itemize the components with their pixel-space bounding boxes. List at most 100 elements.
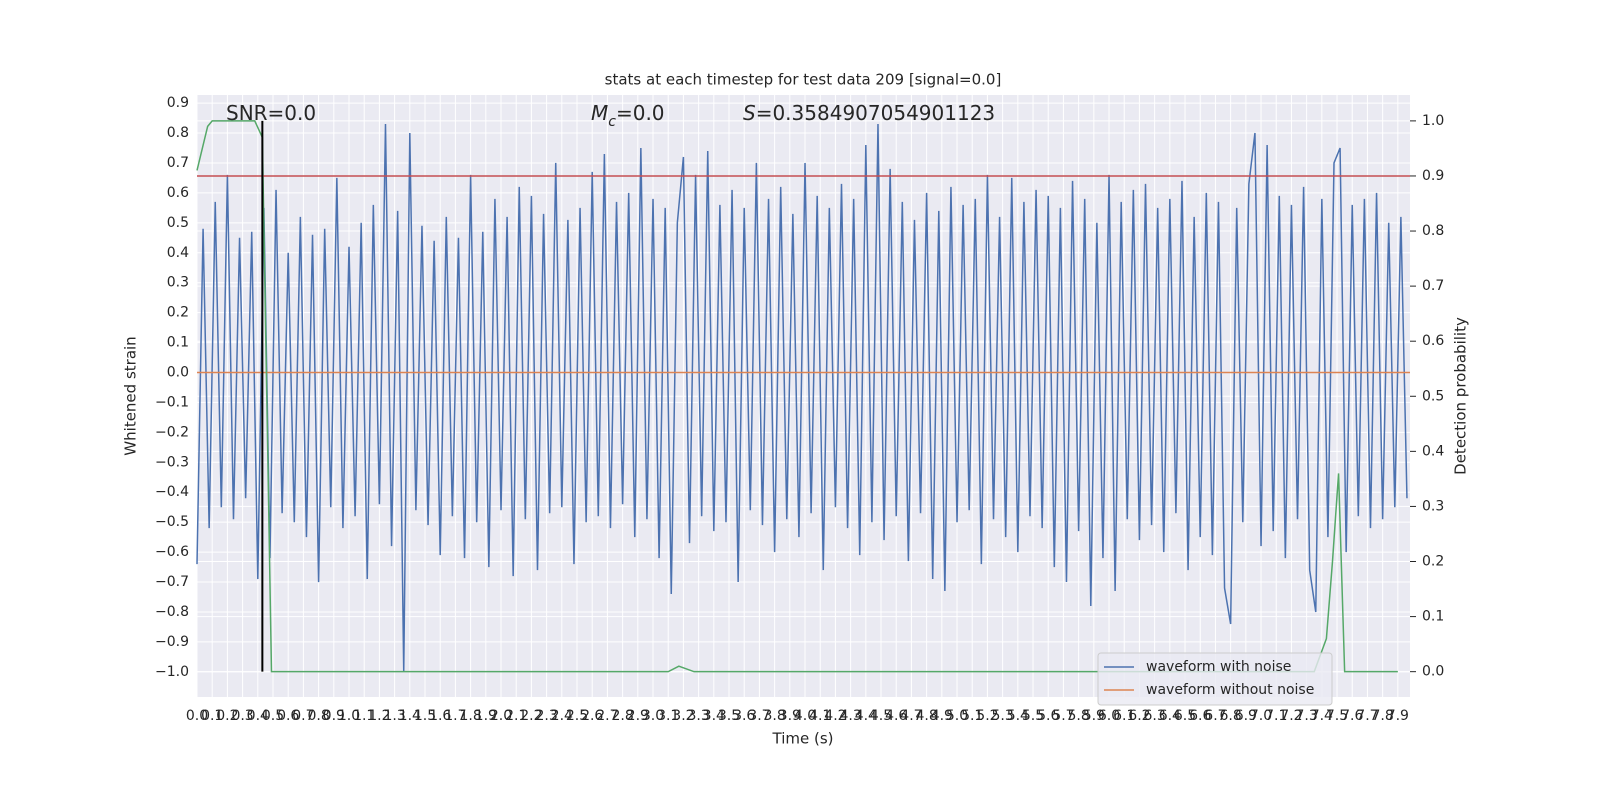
x-tick-label: 2.8 [611, 708, 633, 724]
x-tick-label: 1.0 [338, 708, 360, 724]
x-tick-label: 6.1 [1113, 708, 1135, 724]
x-tick-label: 2.7 [596, 708, 618, 724]
x-tick-label: 3.4 [703, 708, 725, 724]
y-tick-label: −0.1 [155, 394, 189, 410]
x-tick-label: 2.0 [490, 708, 512, 724]
x-tick-label: 6.2 [1128, 708, 1150, 724]
y-tick-label: −0.5 [155, 514, 189, 530]
x-tick-label: 6.7 [1204, 708, 1226, 724]
x-tick-label: 0.6 [277, 708, 299, 724]
x-tick-label: 1.4 [399, 708, 421, 724]
y-axis-label: Whitened strain [122, 336, 140, 455]
x-tick-label: 5.3 [991, 708, 1013, 724]
annotation-part: M [591, 101, 608, 125]
x-tick-label: 6.4 [1159, 708, 1181, 724]
y-tick-label: 0.6 [167, 185, 189, 201]
y-tick-label: 0.4 [167, 245, 189, 261]
x-tick-label: 5.2 [976, 708, 998, 724]
x-tick-label: 2.1 [505, 708, 527, 724]
x-tick-label: 4.6 [885, 708, 907, 724]
y-tick-label: −1.0 [155, 664, 189, 680]
series-line [196, 120, 1398, 673]
x-tick-label: 0.7 [292, 708, 314, 724]
x-tick-label: 5.7 [1052, 708, 1074, 724]
y-tick-label: 0.9 [167, 95, 189, 111]
annotation: Mc=0.0 [591, 101, 665, 131]
chart-title: stats at each timestep for test data 209… [605, 71, 1002, 89]
x-tick-label: 0.2 [216, 708, 238, 724]
x-tick-label: 4.8 [915, 708, 937, 724]
y-tick-label: 0.7 [167, 155, 189, 171]
x-tick-label: 3.2 [672, 708, 694, 724]
x-tick-label: 7.4 [1311, 708, 1333, 724]
x-tick-label: 4.5 [870, 708, 892, 724]
x-tick-label: 6.0 [1098, 708, 1120, 724]
x-tick-label: 0.9 [323, 708, 345, 724]
y2-tick-label: 0.1 [1422, 609, 1444, 625]
y-tick-label: −0.3 [155, 454, 189, 470]
x-tick-label: 1.1 [353, 708, 375, 724]
x-tick-label: 7.8 [1372, 708, 1394, 724]
x-tick-label: 5.1 [961, 708, 983, 724]
x-tick-label: 4.0 [794, 708, 816, 724]
legend-label: waveform with noise [1146, 659, 1291, 675]
annotation-part: SNR=0.0 [226, 101, 316, 125]
x-tick-label: 1.9 [475, 708, 497, 724]
x-tick-label: 7.9 [1387, 708, 1409, 724]
x-tick-label: 3.5 [718, 708, 740, 724]
legend-label: waveform without noise [1146, 682, 1314, 698]
x-tick-label: 5.4 [1007, 708, 1029, 724]
y-tick-label: 0.2 [167, 305, 189, 321]
x-tick-label: 4.4 [855, 708, 877, 724]
x-tick-label: 1.8 [459, 708, 481, 724]
x-tick-label: 0.5 [262, 708, 284, 724]
x-tick-label: 7.1 [1265, 708, 1287, 724]
y-tick-label: 0.5 [167, 215, 189, 231]
x-tick-label: 4.7 [900, 708, 922, 724]
y-tick-label: −0.7 [155, 574, 189, 590]
y2-tick-label: 0.8 [1422, 223, 1444, 239]
y2-tick-label: 0.0 [1422, 664, 1444, 680]
x-tick-label: 0.8 [307, 708, 329, 724]
x-tick-label: 3.8 [763, 708, 785, 724]
x-tick-label: 0.3 [231, 708, 253, 724]
x-tick-label: 6.8 [1220, 708, 1242, 724]
y2-tick-label: 0.7 [1422, 278, 1444, 294]
x-tick-label: 4.3 [839, 708, 861, 724]
x-tick-label: 3.7 [748, 708, 770, 724]
series-line [196, 124, 1408, 672]
x-tick-label: 3.0 [642, 708, 664, 724]
x-tick-label: 6.5 [1174, 708, 1196, 724]
x-tick-label: 5.6 [1037, 708, 1059, 724]
y-tick-label: −0.4 [155, 484, 189, 500]
x-tick-label: 7.7 [1356, 708, 1378, 724]
y2-tick-label: 1.0 [1422, 113, 1444, 129]
x-tick-label: 4.2 [824, 708, 846, 724]
y2-tick-label: 0.2 [1422, 554, 1444, 570]
x-tick-label: 7.0 [1250, 708, 1272, 724]
annotation: S=0.3584907054901123 [743, 101, 995, 125]
x-tick-label: 5.9 [1083, 708, 1105, 724]
x-tick-label: 2.5 [566, 708, 588, 724]
annotation-part: =0.3584907054901123 [756, 101, 995, 125]
legend: waveform with noise waveform without nois… [1097, 652, 1333, 706]
y-tick-label: −0.8 [155, 604, 189, 620]
x-tick-label: 2.6 [581, 708, 603, 724]
y-tick-label: 0.1 [167, 335, 189, 351]
x-tick-label: 3.1 [657, 708, 679, 724]
x-tick-label: 1.2 [368, 708, 390, 724]
x-tick-label: 1.3 [383, 708, 405, 724]
annotation-part: c [608, 114, 616, 130]
x-tick-label: 5.8 [1067, 708, 1089, 724]
x-tick-label: 5.5 [1022, 708, 1044, 724]
marks [196, 120, 1410, 673]
y2-tick-label: 0.9 [1422, 168, 1444, 184]
y2-axis-label: Detection probability [1452, 317, 1470, 475]
x-tick-label: 3.9 [779, 708, 801, 724]
y-tick-label: −0.9 [155, 634, 189, 650]
x-tick-label: 1.6 [429, 708, 451, 724]
y-tick-label: 0.0 [167, 365, 189, 381]
annotation-part: =0.0 [616, 101, 665, 125]
x-tick-label: 0.0 [186, 708, 208, 724]
x-tick-label: 1.5 [414, 708, 436, 724]
